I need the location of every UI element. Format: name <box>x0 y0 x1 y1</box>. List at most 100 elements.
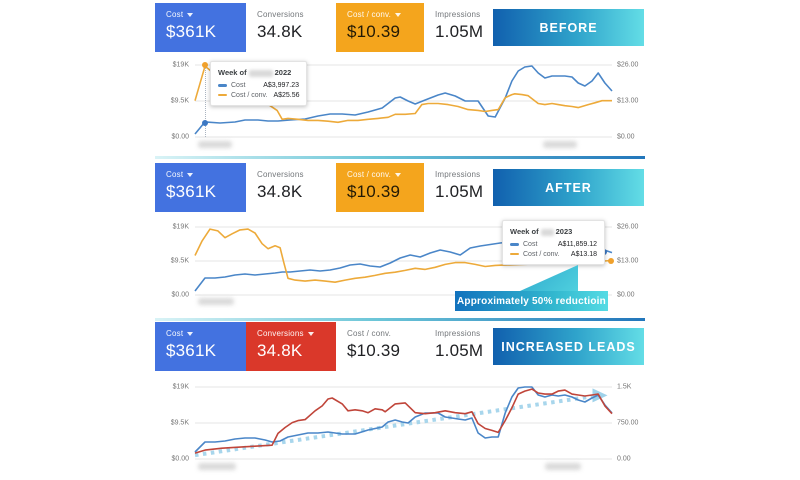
tooltip-row: Cost A$3,997.23 <box>218 82 299 89</box>
series-line-conversions <box>194 388 613 454</box>
series-line-cost <box>194 65 613 135</box>
caret-down-icon <box>395 12 402 17</box>
metric-cards-row-leads: Cost $361K Conversions 34.8K Cost / conv… <box>155 322 645 371</box>
chart-plot-area[interactable]: Week of 2023 Cost A$11,859.12 Cost / conv.… <box>194 220 614 311</box>
axis-tick: $19K <box>172 61 189 69</box>
metric-card-cost[interactable]: Cost $361K <box>155 322 246 371</box>
metric-card-label: Impressions <box>435 170 493 179</box>
metric-card-value: $10.39 <box>347 22 401 41</box>
metric-card-label: Conversions <box>257 170 336 179</box>
axis-tick: $0.00 <box>171 133 189 141</box>
axis-tick: 750.00 <box>617 419 639 427</box>
axis-tick: $0.00 <box>617 291 635 299</box>
metric-card-conversions[interactable]: Conversions 34.8K <box>246 3 336 52</box>
metric-card-value: $361K <box>166 182 217 201</box>
caret-down-icon <box>187 12 194 17</box>
content-column: Cost $361K Conversions 34.8K Cost / conv… <box>155 0 645 480</box>
left-axis: $19K $9.5K $0.00 <box>155 224 195 299</box>
chart-plot-area[interactable] <box>194 386 613 470</box>
metric-card-label: Conversions <box>257 329 336 338</box>
tooltip-series-name: Cost / conv. <box>523 250 560 258</box>
tooltip-series-name: Cost <box>523 241 538 248</box>
tooltip-series-name: Cost / conv. <box>231 91 268 99</box>
metric-label-text: Conversions <box>257 170 304 179</box>
metric-card-label: Cost / conv. <box>347 170 424 179</box>
tooltip-series-value: A$3,997.23 <box>263 82 299 89</box>
cost-series-swatch-icon <box>218 84 227 87</box>
metric-label-text: Impressions <box>435 10 481 19</box>
metric-label-text: Impressions <box>435 329 481 338</box>
before-chart: $19K $9.5K $0.00 Week of 2022 Cost A$3,997… <box>155 61 645 148</box>
metric-card-value: $361K <box>166 22 217 41</box>
metric-label-text: Cost <box>166 170 184 179</box>
metric-card-conversions[interactable]: Conversions 34.8K <box>246 163 336 212</box>
metric-card-cost-per-conv[interactable]: Cost / conv. $10.39 <box>336 322 424 371</box>
metric-card-label: Conversions <box>257 10 336 19</box>
x-axis-label-redacted <box>198 463 236 470</box>
axis-tick: $9.5K <box>170 419 189 427</box>
chart-tooltip: Week of 2022 Cost A$3,997.23 Cost / conv. A… <box>210 61 307 106</box>
panel-separator <box>155 318 645 321</box>
axis-tick: $0.00 <box>617 133 635 141</box>
line-chart-svg <box>194 386 613 460</box>
after-badge: AFTER <box>493 169 644 206</box>
metric-card-value: 1.05M <box>435 22 484 41</box>
cost-series-swatch-icon <box>510 243 519 246</box>
metric-card-value: 34.8K <box>257 341 303 360</box>
metric-card-cost[interactable]: Cost $361K <box>155 3 246 52</box>
metric-card-label: Cost <box>166 329 246 338</box>
increased-leads-chart: $19K $9.5K $0.00 1.5K 750.00 0.00 <box>155 383 645 470</box>
metric-card-impressions[interactable]: Impressions 1.05M <box>424 163 493 212</box>
x-axis-label-redacted <box>543 141 577 148</box>
caret-down-icon <box>395 172 402 177</box>
tooltip-title: Week of 2022 <box>218 68 299 77</box>
metric-label-text: Conversions <box>257 10 304 19</box>
tooltip-row: Cost / conv. A$13.18 <box>510 251 597 258</box>
metric-label-text: Cost <box>166 329 184 338</box>
axis-tick: $0.00 <box>171 291 189 299</box>
highlight-dot-cost-conv <box>202 62 208 68</box>
panel-separator <box>155 156 645 159</box>
metric-card-label: Cost <box>166 10 246 19</box>
tooltip-title: Week of 2023 <box>510 227 597 236</box>
chart-plot-area[interactable]: Week of 2022 Cost A$3,997.23 Cost / conv. A… <box>194 61 613 148</box>
axis-tick: $26.00 <box>617 61 639 69</box>
metric-label-text: Cost / conv. <box>347 10 392 19</box>
metric-card-value: $361K <box>166 341 217 360</box>
right-axis: $26.00 $13.00 $0.00 <box>612 223 645 299</box>
tooltip-row: Cost A$11,859.12 <box>510 241 597 248</box>
metric-card-value: 34.8K <box>257 22 303 41</box>
left-axis: $19K $9.5K $0.00 <box>155 61 195 141</box>
cost-conv-series-swatch-icon <box>510 252 519 256</box>
metric-card-impressions[interactable]: Impressions 1.05M <box>424 3 493 52</box>
caret-down-icon <box>307 331 314 336</box>
tooltip-series-value: A$25.56 <box>273 91 300 99</box>
tooltip-title-year: 2023 <box>555 227 573 236</box>
highlight-dot-cost <box>202 120 208 126</box>
metric-card-conversions[interactable]: Conversions 34.8K <box>246 322 336 371</box>
metric-label-text: Cost / conv. <box>347 170 392 179</box>
redacted-date <box>248 69 273 77</box>
axis-tick: $9.5K <box>170 97 189 105</box>
right-axis: 1.5K 750.00 0.00 <box>612 383 645 463</box>
tooltip-series-value: A$13.18 <box>570 250 597 258</box>
tooltip-title-prefix: Week of <box>218 68 247 77</box>
cost-conv-series-swatch-icon <box>218 93 227 97</box>
caret-down-icon <box>187 331 194 336</box>
tooltip-guide-line <box>205 65 206 137</box>
axis-tick: $26.00 <box>617 223 639 231</box>
axis-tick: 1.5K <box>617 383 632 391</box>
metric-card-impressions[interactable]: Impressions 1.05M <box>424 322 493 371</box>
metric-card-cost[interactable]: Cost $361K <box>155 163 246 212</box>
metric-card-cost-per-conv[interactable]: Cost / conv. $10.39 <box>336 3 424 52</box>
axis-tick: $13.00 <box>617 97 639 105</box>
metric-cards-row-after: Cost $361K Conversions 34.8K Cost / conv… <box>155 163 645 212</box>
metric-card-cost-per-conv[interactable]: Cost / conv. $10.39 <box>336 163 424 212</box>
line-chart-svg <box>194 226 613 296</box>
caret-down-icon <box>187 172 194 177</box>
increased-leads-badge: INCREASED LEADS <box>493 328 644 365</box>
axis-tick: $0.00 <box>171 455 189 463</box>
after-chart: $19K $9.5K $0.00 Week of 2023 Cost A$11,85… <box>155 220 645 311</box>
highlight-dot-cost-conv <box>608 258 614 264</box>
